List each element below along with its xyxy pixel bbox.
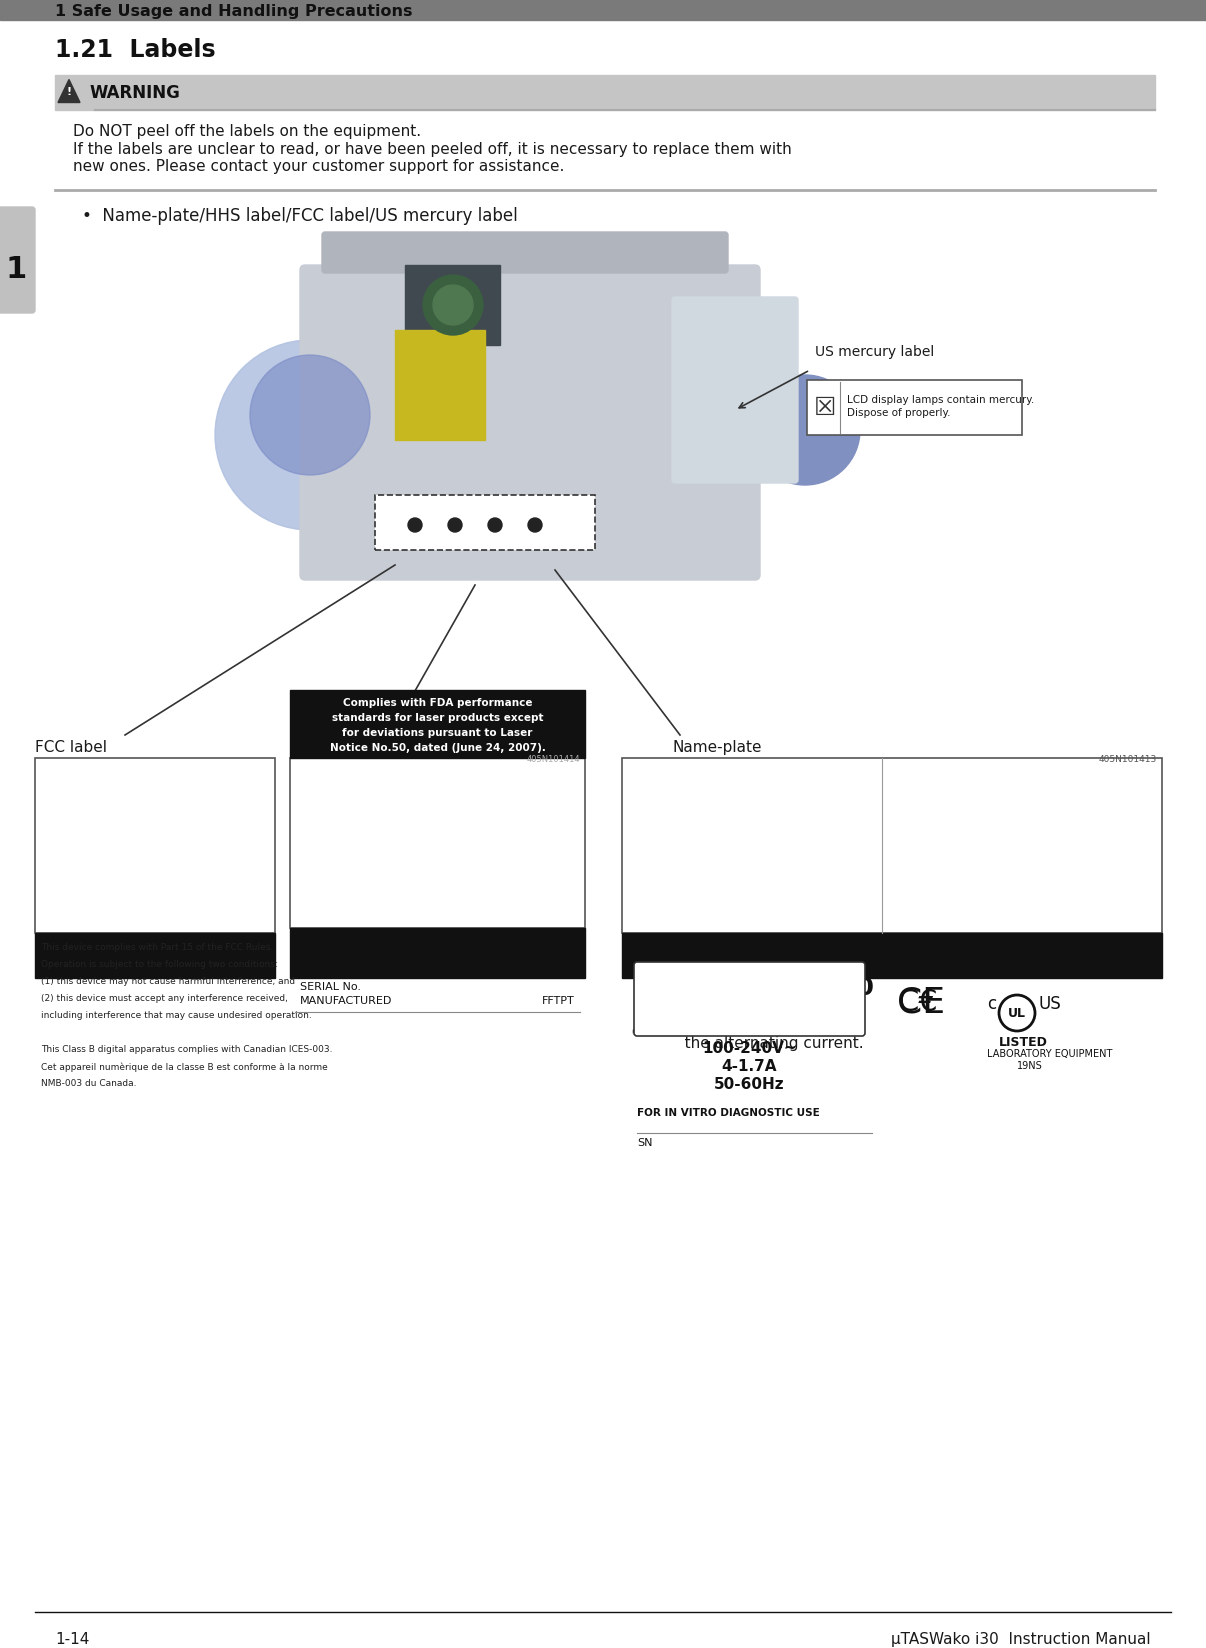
FancyBboxPatch shape: [300, 265, 760, 580]
Text: 100-240V~: 100-240V~: [702, 1042, 797, 1056]
Text: 1.21  Labels: 1.21 Labels: [55, 38, 216, 63]
Text: !: !: [66, 86, 71, 97]
Text: 1-14: 1-14: [55, 1632, 89, 1646]
Text: This device complies with Part 15 of the FCC Rules.: This device complies with Part 15 of the…: [41, 943, 274, 953]
Text: Manufacturer: Manufacturer: [632, 986, 697, 995]
Bar: [289, 691, 585, 758]
Text: UL: UL: [1008, 1007, 1026, 1020]
Circle shape: [215, 339, 405, 531]
Text: IC ID    8779A-UTASWAKOI30: IC ID 8779A-UTASWAKOI30: [60, 1005, 250, 1018]
Text: 1-2, Doshomachi 3-Chome, Chuo-ku,
Osaka 540-8605, Japan: 1-2, Doshomachi 3-Chome, Chuo-ku, Osaka …: [839, 1000, 1005, 1022]
Text: LCD display lamps contain mercury.: LCD display lamps contain mercury.: [847, 396, 1035, 405]
Text: SERIAL No.: SERIAL No.: [300, 982, 361, 992]
Text: MANUFACTURED: MANUFACTURED: [300, 995, 392, 1005]
Circle shape: [433, 285, 473, 325]
Text: Wako Pure Chemical Industries, Ltd.: Wako Pure Chemical Industries, Ltd.: [324, 986, 551, 995]
FancyBboxPatch shape: [322, 232, 728, 274]
Text: ☒: ☒: [814, 396, 836, 420]
Text: FOR IN VITRO DIAGNOSTIC USE: FOR IN VITRO DIAGNOSTIC USE: [637, 1107, 820, 1117]
Text: This Class B digital apparatus complies with Canadian ICES-003.: This Class B digital apparatus complies …: [41, 1045, 333, 1055]
Text: 405N101413: 405N101413: [1099, 755, 1157, 765]
Text: for deviations pursuant to Laser: for deviations pursuant to Laser: [343, 728, 533, 738]
Text: : This symbol shows: : This symbol shows: [671, 1018, 824, 1033]
Text: ~: ~: [627, 1010, 665, 1053]
Text: Complies with FDA performance: Complies with FDA performance: [343, 699, 532, 709]
Text: NMB-003 du Canada.: NMB-003 du Canada.: [41, 1079, 136, 1088]
Text: IMMUNO ANALYZER: IMMUNO ANALYZER: [339, 938, 535, 956]
Text: LISTED: LISTED: [999, 1037, 1048, 1050]
Text: WARNING: WARNING: [89, 84, 180, 102]
Text: 4-1.7A: 4-1.7A: [721, 1060, 777, 1074]
Bar: [622, 758, 1163, 933]
Text: SN: SN: [637, 1139, 652, 1149]
Bar: [289, 928, 585, 977]
Text: 405N101414: 405N101414: [526, 755, 580, 765]
Text: Wako Pure Chemical Industries, Ltd.: Wako Pure Chemical Industries, Ltd.: [727, 986, 927, 995]
Text: (2) this device must accept any interference received,: (2) this device must accept any interfer…: [41, 994, 288, 1004]
Text: 1-2, Doshomachi 3-Chome, Chuo-ku,
Osaka 540-8605, Japan: 1-2, Doshomachi 3-Chome, Chuo-ku, Osaka …: [347, 1000, 527, 1022]
Text: Do NOT peel off the labels on the equipment.: Do NOT peel off the labels on the equipm…: [74, 124, 421, 138]
Text: μTASWako i30: μTASWako i30: [375, 966, 453, 976]
Text: C€: C€: [897, 989, 938, 1017]
Circle shape: [423, 275, 482, 335]
Text: IMMUNO ANALYZER: IMMUNO ANALYZER: [637, 961, 773, 972]
Bar: [405, 265, 500, 344]
Text: 1: 1: [5, 255, 27, 283]
Text: CE: CE: [897, 986, 946, 1018]
Text: 1 Safe Usage and Handling Precautions: 1 Safe Usage and Handling Precautions: [55, 3, 412, 20]
Circle shape: [750, 376, 860, 485]
Text: the alternating current.: the alternating current.: [671, 1037, 863, 1051]
Bar: [396, 330, 485, 440]
Bar: [0, 0, 1206, 20]
Text: MODEL: MODEL: [300, 966, 340, 976]
Text: standards for laser products except: standards for laser products except: [332, 714, 543, 723]
Bar: [375, 494, 595, 550]
Text: •  Name-plate/HHS label/FCC label/US mercury label: • Name-plate/HHS label/FCC label/US merc…: [82, 208, 517, 226]
Text: FCC ID  X2IUTASWAKOI30: FCC ID X2IUTASWAKOI30: [71, 990, 240, 1004]
Circle shape: [408, 517, 422, 532]
Text: Notice No.50, dated (June 24, 2007).: Notice No.50, dated (June 24, 2007).: [329, 743, 545, 753]
Text: FFTPT: FFTPT: [543, 995, 575, 1005]
Text: HHS label: HHS label: [320, 740, 394, 755]
Text: LABORATORY EQUIPMENT: LABORATORY EQUIPMENT: [987, 1050, 1112, 1060]
Text: 19NS: 19NS: [1017, 1061, 1043, 1071]
Bar: [622, 933, 1163, 977]
Text: Operation is subject to the following two conditions:: Operation is subject to the following tw…: [41, 961, 277, 969]
Text: Dispose of properly.: Dispose of properly.: [847, 409, 950, 419]
FancyBboxPatch shape: [0, 208, 35, 313]
Bar: [55, 76, 1155, 110]
Text: Fluorometer for Clinical Use: Fluorometer for Clinical Use: [637, 944, 802, 957]
Text: μTASWako i30  Instruction Manual: μTASWako i30 Instruction Manual: [891, 1632, 1151, 1646]
Circle shape: [488, 517, 502, 532]
Circle shape: [250, 354, 370, 475]
Text: If the labels are unclear to read, or have been peeled off, it is necessary to r: If the labels are unclear to read, or ha…: [74, 142, 792, 175]
Text: Cet appareil numèrique de la classe B est conforme à la norme: Cet appareil numèrique de la classe B es…: [41, 1061, 328, 1071]
Circle shape: [999, 995, 1035, 1032]
Polygon shape: [58, 79, 80, 102]
Text: including interference that may cause undesired operation.: including interference that may cause un…: [41, 1010, 311, 1020]
Text: c: c: [987, 995, 996, 1014]
Text: US mercury label: US mercury label: [815, 344, 935, 359]
Text: μ T A S Wako i30: μ T A S Wako i30: [637, 976, 874, 1000]
Bar: [35, 933, 275, 977]
Circle shape: [528, 517, 541, 532]
FancyBboxPatch shape: [672, 297, 798, 483]
Text: FCC label: FCC label: [35, 740, 107, 755]
Circle shape: [447, 517, 462, 532]
Bar: [35, 758, 275, 933]
Bar: [289, 758, 585, 928]
FancyBboxPatch shape: [634, 962, 865, 1037]
Bar: [807, 381, 1021, 435]
Text: (1) this device may not cause harmful interference, and: (1) this device may not cause harmful in…: [41, 977, 295, 986]
Text: US: US: [1040, 995, 1061, 1014]
Text: Name-plate: Name-plate: [672, 740, 761, 755]
Text: 50-60Hz: 50-60Hz: [714, 1078, 785, 1093]
